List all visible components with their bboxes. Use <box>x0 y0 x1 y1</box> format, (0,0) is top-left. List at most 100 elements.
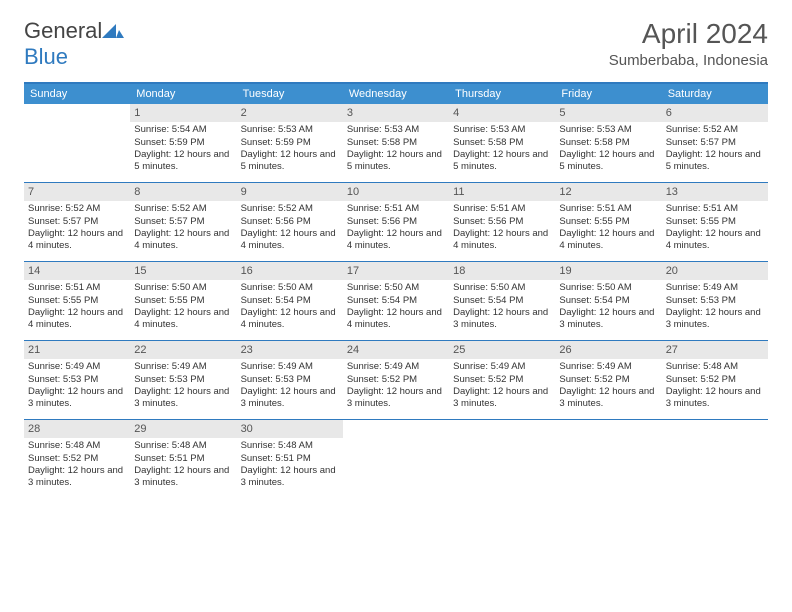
day-content: Sunrise: 5:49 AMSunset: 5:52 PMDaylight:… <box>343 359 449 412</box>
day-cell: 10Sunrise: 5:51 AMSunset: 5:56 PMDayligh… <box>343 183 449 261</box>
day-number: 21 <box>24 341 130 359</box>
dow-header: Monday <box>130 84 236 104</box>
day-content: Sunrise: 5:51 AMSunset: 5:55 PMDaylight:… <box>24 280 130 333</box>
day-number: 6 <box>662 104 768 122</box>
day-content: Sunrise: 5:51 AMSunset: 5:55 PMDaylight:… <box>662 201 768 254</box>
day-content: Sunrise: 5:53 AMSunset: 5:58 PMDaylight:… <box>343 122 449 175</box>
day-cell: 17Sunrise: 5:50 AMSunset: 5:54 PMDayligh… <box>343 262 449 340</box>
day-cell: 14Sunrise: 5:51 AMSunset: 5:55 PMDayligh… <box>24 262 130 340</box>
header: General Blue April 2024 Sumberbaba, Indo… <box>24 18 768 70</box>
day-cell: 24Sunrise: 5:49 AMSunset: 5:52 PMDayligh… <box>343 341 449 419</box>
day-content: Sunrise: 5:49 AMSunset: 5:52 PMDaylight:… <box>449 359 555 412</box>
day-cell: 13Sunrise: 5:51 AMSunset: 5:55 PMDayligh… <box>662 183 768 261</box>
day-content: Sunrise: 5:48 AMSunset: 5:51 PMDaylight:… <box>130 438 236 491</box>
day-number: 14 <box>24 262 130 280</box>
day-number: 9 <box>237 183 343 201</box>
week-row: 28Sunrise: 5:48 AMSunset: 5:52 PMDayligh… <box>24 419 768 498</box>
day-cell: 19Sunrise: 5:50 AMSunset: 5:54 PMDayligh… <box>555 262 661 340</box>
day-number: 1 <box>130 104 236 122</box>
day-cell: 27Sunrise: 5:48 AMSunset: 5:52 PMDayligh… <box>662 341 768 419</box>
month-title: April 2024 <box>609 18 768 50</box>
day-cell <box>343 420 449 498</box>
day-number: 25 <box>449 341 555 359</box>
day-number: 12 <box>555 183 661 201</box>
day-content: Sunrise: 5:52 AMSunset: 5:57 PMDaylight:… <box>662 122 768 175</box>
day-cell: 5Sunrise: 5:53 AMSunset: 5:58 PMDaylight… <box>555 104 661 182</box>
day-number: 10 <box>343 183 449 201</box>
day-number: 30 <box>237 420 343 438</box>
day-number: 28 <box>24 420 130 438</box>
day-number: 13 <box>662 183 768 201</box>
dow-row: SundayMondayTuesdayWednesdayThursdayFrid… <box>24 84 768 104</box>
day-content: Sunrise: 5:54 AMSunset: 5:59 PMDaylight:… <box>130 122 236 175</box>
day-cell: 7Sunrise: 5:52 AMSunset: 5:57 PMDaylight… <box>24 183 130 261</box>
day-cell: 30Sunrise: 5:48 AMSunset: 5:51 PMDayligh… <box>237 420 343 498</box>
day-content: Sunrise: 5:51 AMSunset: 5:55 PMDaylight:… <box>555 201 661 254</box>
location: Sumberbaba, Indonesia <box>609 52 768 69</box>
day-content: Sunrise: 5:52 AMSunset: 5:56 PMDaylight:… <box>237 201 343 254</box>
day-cell <box>449 420 555 498</box>
day-number: 22 <box>130 341 236 359</box>
day-content: Sunrise: 5:48 AMSunset: 5:51 PMDaylight:… <box>237 438 343 491</box>
day-number: 7 <box>24 183 130 201</box>
day-cell: 16Sunrise: 5:50 AMSunset: 5:54 PMDayligh… <box>237 262 343 340</box>
day-cell: 18Sunrise: 5:50 AMSunset: 5:54 PMDayligh… <box>449 262 555 340</box>
day-cell: 6Sunrise: 5:52 AMSunset: 5:57 PMDaylight… <box>662 104 768 182</box>
day-content: Sunrise: 5:49 AMSunset: 5:53 PMDaylight:… <box>662 280 768 333</box>
day-cell: 20Sunrise: 5:49 AMSunset: 5:53 PMDayligh… <box>662 262 768 340</box>
dow-header: Sunday <box>24 84 130 104</box>
logo-part1: General <box>24 18 102 43</box>
logo-part2: Blue <box>24 44 68 69</box>
day-number <box>449 420 555 438</box>
day-cell: 22Sunrise: 5:49 AMSunset: 5:53 PMDayligh… <box>130 341 236 419</box>
day-content: Sunrise: 5:50 AMSunset: 5:54 PMDaylight:… <box>555 280 661 333</box>
day-cell <box>662 420 768 498</box>
day-number: 2 <box>237 104 343 122</box>
day-content: Sunrise: 5:53 AMSunset: 5:58 PMDaylight:… <box>555 122 661 175</box>
day-cell: 11Sunrise: 5:51 AMSunset: 5:56 PMDayligh… <box>449 183 555 261</box>
day-content: Sunrise: 5:52 AMSunset: 5:57 PMDaylight:… <box>130 201 236 254</box>
day-cell: 9Sunrise: 5:52 AMSunset: 5:56 PMDaylight… <box>237 183 343 261</box>
dow-header: Tuesday <box>237 84 343 104</box>
day-number <box>24 104 130 122</box>
day-content: Sunrise: 5:53 AMSunset: 5:58 PMDaylight:… <box>449 122 555 175</box>
day-cell: 12Sunrise: 5:51 AMSunset: 5:55 PMDayligh… <box>555 183 661 261</box>
logo: General Blue <box>24 18 124 70</box>
day-content: Sunrise: 5:48 AMSunset: 5:52 PMDaylight:… <box>662 359 768 412</box>
day-content: Sunrise: 5:52 AMSunset: 5:57 PMDaylight:… <box>24 201 130 254</box>
week-row: 1Sunrise: 5:54 AMSunset: 5:59 PMDaylight… <box>24 104 768 182</box>
day-cell: 25Sunrise: 5:49 AMSunset: 5:52 PMDayligh… <box>449 341 555 419</box>
logo-triangle-icon <box>102 22 124 38</box>
day-cell: 15Sunrise: 5:50 AMSunset: 5:55 PMDayligh… <box>130 262 236 340</box>
day-cell: 21Sunrise: 5:49 AMSunset: 5:53 PMDayligh… <box>24 341 130 419</box>
dow-header: Friday <box>555 84 661 104</box>
dow-header: Wednesday <box>343 84 449 104</box>
day-number: 29 <box>130 420 236 438</box>
day-content: Sunrise: 5:49 AMSunset: 5:53 PMDaylight:… <box>130 359 236 412</box>
day-cell: 4Sunrise: 5:53 AMSunset: 5:58 PMDaylight… <box>449 104 555 182</box>
day-number: 3 <box>343 104 449 122</box>
day-number: 16 <box>237 262 343 280</box>
day-content: Sunrise: 5:49 AMSunset: 5:52 PMDaylight:… <box>555 359 661 412</box>
day-number <box>555 420 661 438</box>
day-cell: 23Sunrise: 5:49 AMSunset: 5:53 PMDayligh… <box>237 341 343 419</box>
day-cell <box>24 104 130 182</box>
dow-header: Thursday <box>449 84 555 104</box>
day-number: 8 <box>130 183 236 201</box>
day-content: Sunrise: 5:49 AMSunset: 5:53 PMDaylight:… <box>237 359 343 412</box>
day-content: Sunrise: 5:51 AMSunset: 5:56 PMDaylight:… <box>343 201 449 254</box>
day-number: 19 <box>555 262 661 280</box>
day-cell: 26Sunrise: 5:49 AMSunset: 5:52 PMDayligh… <box>555 341 661 419</box>
day-cell <box>555 420 661 498</box>
day-number <box>662 420 768 438</box>
day-cell: 3Sunrise: 5:53 AMSunset: 5:58 PMDaylight… <box>343 104 449 182</box>
title-block: April 2024 Sumberbaba, Indonesia <box>609 18 768 69</box>
day-content: Sunrise: 5:50 AMSunset: 5:55 PMDaylight:… <box>130 280 236 333</box>
day-cell: 29Sunrise: 5:48 AMSunset: 5:51 PMDayligh… <box>130 420 236 498</box>
day-content: Sunrise: 5:49 AMSunset: 5:53 PMDaylight:… <box>24 359 130 412</box>
day-number: 18 <box>449 262 555 280</box>
week-row: 21Sunrise: 5:49 AMSunset: 5:53 PMDayligh… <box>24 340 768 419</box>
day-number: 5 <box>555 104 661 122</box>
day-content: Sunrise: 5:50 AMSunset: 5:54 PMDaylight:… <box>237 280 343 333</box>
day-number: 24 <box>343 341 449 359</box>
